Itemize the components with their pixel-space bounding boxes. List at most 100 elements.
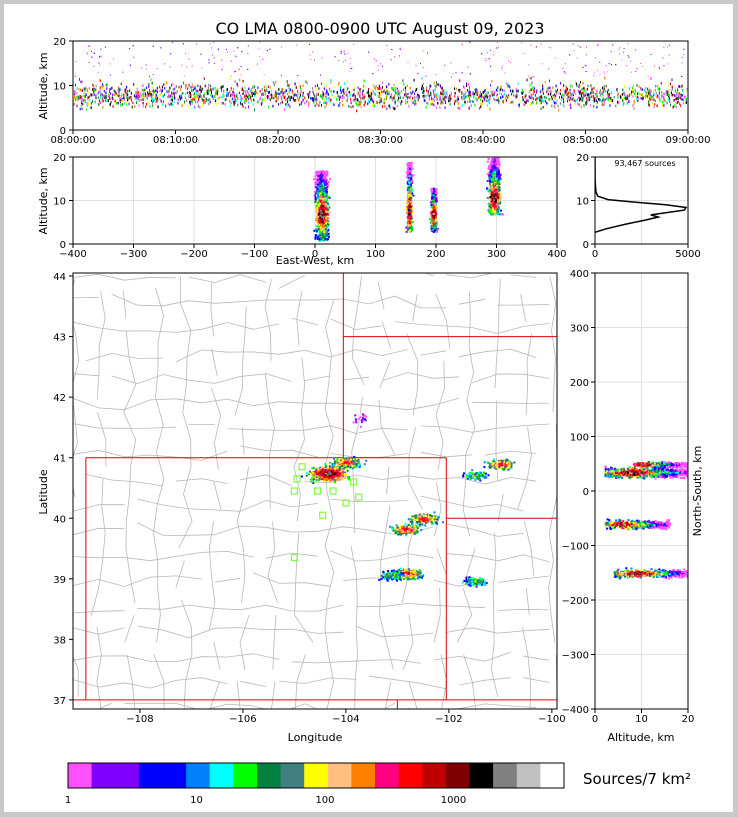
time-height-source	[658, 91, 660, 94]
time-height-source	[129, 97, 131, 100]
east-west-source	[313, 194, 316, 197]
time-height-source	[600, 99, 602, 103]
time-height-source	[152, 101, 153, 104]
time-height-source	[94, 89, 96, 92]
time-height-source	[315, 95, 317, 98]
time-height-source	[254, 90, 256, 94]
time-height-source	[671, 87, 673, 91]
time-height-source	[422, 82, 424, 86]
time-height-source	[81, 80, 83, 84]
time-height-source	[583, 94, 585, 97]
time-height-source	[432, 100, 434, 103]
time-height-source	[595, 98, 596, 102]
time-height-source	[229, 94, 231, 98]
time-height-source	[394, 100, 396, 104]
time-height-source	[248, 96, 250, 99]
time-height-source	[290, 96, 292, 99]
time-height-source	[594, 92, 596, 96]
time-height-source	[81, 107, 83, 110]
time-height-source	[535, 98, 537, 101]
time-height-source	[581, 80, 583, 83]
time-height-source	[519, 103, 520, 107]
time-height-source	[338, 81, 340, 84]
time-height-source	[489, 98, 491, 101]
time-height-source	[535, 46, 537, 48]
time-height-source	[659, 99, 661, 102]
time-height-source	[645, 91, 647, 94]
time-height-source	[299, 85, 301, 88]
time-height-source	[262, 93, 264, 96]
time-height-source	[665, 91, 667, 94]
time-height-source	[170, 98, 172, 102]
time-height-source	[288, 103, 290, 106]
time-height-source	[287, 98, 289, 102]
time-height-source	[649, 98, 651, 101]
time-height-source	[394, 102, 396, 105]
time-height-source	[343, 96, 345, 99]
time-height-source	[425, 105, 427, 109]
east-west-source	[314, 237, 317, 240]
time-height-source	[480, 105, 482, 108]
time-height-source	[220, 95, 222, 99]
time-height-panel: 08:00:00 08:10:00 08:20:00 08:30:00 08:40:00…	[37, 37, 710, 146]
time-height-source	[282, 94, 284, 97]
time-height-source	[579, 46, 581, 48]
time-height-source	[669, 97, 670, 100]
time-height-source	[154, 103, 156, 106]
time-height-source	[541, 89, 543, 93]
time-height-source	[392, 106, 394, 109]
time-height-source	[106, 99, 108, 103]
time-height-source	[407, 62, 409, 63]
time-height-source	[566, 93, 568, 96]
time-height-source	[601, 92, 603, 96]
time-height-source	[302, 94, 304, 98]
time-height-source	[305, 80, 307, 83]
time-height-source	[547, 86, 549, 90]
time-height-source	[171, 96, 173, 99]
time-height-source	[488, 100, 490, 103]
time-height-source	[221, 59, 223, 61]
time-height-source	[489, 101, 491, 105]
time-height-source	[190, 95, 192, 99]
time-height-source	[200, 90, 202, 93]
time-height-source	[349, 58, 351, 59]
time-height-source	[493, 51, 495, 53]
time-height-source	[120, 104, 122, 107]
time-height-source	[436, 83, 438, 87]
time-height-source	[648, 100, 650, 103]
time-height-source	[607, 96, 609, 99]
time-height-source	[542, 106, 544, 109]
time-height-source	[657, 87, 659, 91]
time-height-source	[510, 101, 512, 105]
time-height-source	[613, 96, 615, 99]
time-height-source	[140, 84, 142, 88]
time-height-source	[595, 57, 596, 59]
time-height-source	[384, 101, 386, 104]
time-height-source	[254, 92, 256, 95]
time-height-source	[195, 87, 196, 90]
time-height-source	[592, 95, 594, 98]
time-height-source	[253, 98, 255, 101]
time-height-source	[454, 95, 456, 98]
time-height-source	[362, 93, 363, 96]
time-height-source	[663, 46, 665, 48]
time-height-source	[634, 92, 636, 96]
time-height-source	[427, 92, 429, 95]
time-height-source	[393, 56, 395, 58]
time-height-source	[326, 97, 328, 101]
time-height-source	[445, 94, 447, 98]
time-height-source	[74, 90, 76, 93]
time-height-source	[299, 87, 301, 90]
time-height-source	[367, 90, 369, 93]
time-height-source	[616, 88, 618, 91]
time-height-source	[461, 96, 463, 99]
time-height-source	[410, 95, 411, 98]
time-height-source	[268, 95, 270, 98]
time-height-source	[160, 93, 162, 96]
time-height-source	[388, 83, 390, 86]
time-height-source	[136, 87, 138, 91]
time-height-source	[573, 98, 575, 102]
time-height-source	[142, 93, 144, 96]
time-height-source	[149, 75, 150, 77]
time-height-source	[93, 87, 95, 90]
